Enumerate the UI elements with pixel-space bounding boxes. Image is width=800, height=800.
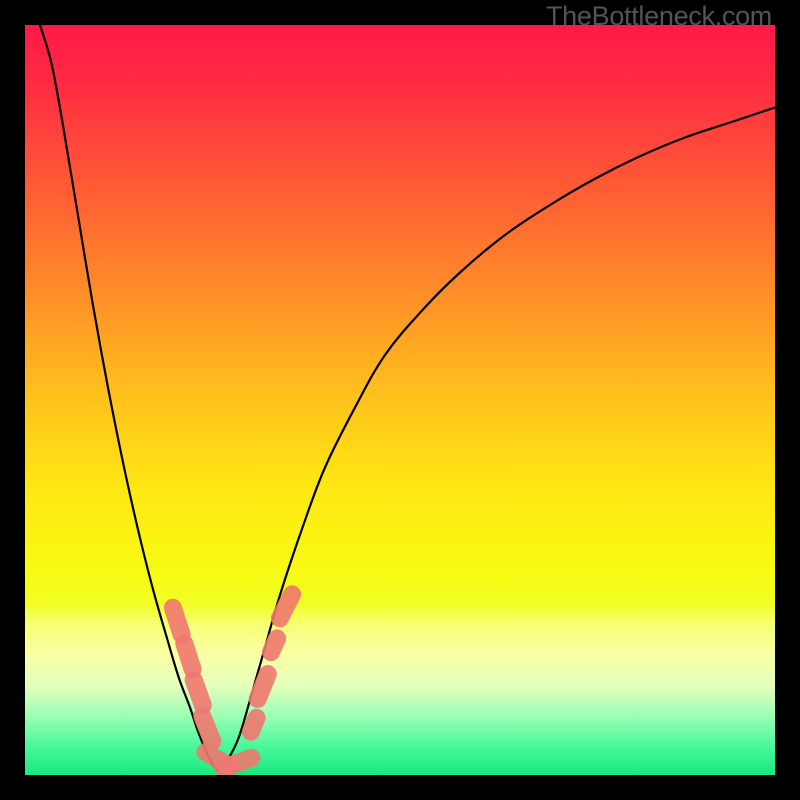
- bottleneck-curve-chart: [0, 0, 800, 800]
- data-marker: [251, 718, 257, 732]
- data-marker: [271, 638, 277, 652]
- data-marker: [202, 716, 212, 741]
- data-marker: [194, 680, 203, 705]
- chart-frame: TheBottleneck.com: [0, 0, 800, 800]
- data-marker: [173, 608, 182, 635]
- data-marker: [258, 674, 268, 699]
- data-marker: [223, 758, 251, 768]
- watermark-text: TheBottleneck.com: [546, 1, 772, 32]
- gradient-background: [25, 25, 775, 775]
- data-marker: [184, 644, 192, 670]
- data-marker: [280, 594, 292, 618]
